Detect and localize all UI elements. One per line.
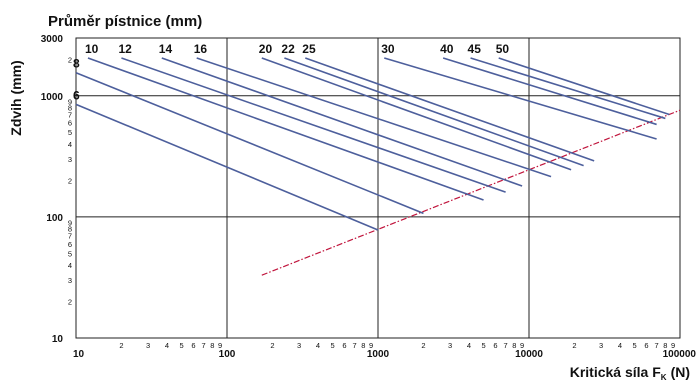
x-axis-label: Kritická síla FK (N) (570, 364, 690, 382)
x-minor-tick-label: 7 (202, 341, 206, 350)
y-minor-tick-label: 5 (68, 249, 72, 258)
series-label-45: 45 (468, 42, 482, 56)
series-label-10: 10 (85, 42, 99, 56)
x-minor-tick-label: 2 (421, 341, 425, 350)
series-label-6: 6 (73, 88, 80, 102)
x-axis-label-subscript: K (661, 373, 667, 382)
y-minor-tick-label: 2 (68, 55, 72, 64)
x-minor-tick-label: 7 (353, 341, 357, 350)
x-minor-tick-label: 8 (361, 341, 365, 350)
x-minor-tick-label: 2 (270, 341, 274, 350)
series-label-12: 12 (118, 42, 132, 56)
series-line-30 (384, 57, 657, 140)
series-line-6 (75, 103, 379, 231)
x-minor-tick-label: 5 (330, 341, 334, 350)
grid (76, 38, 680, 338)
y-minor-tick-label: 6 (68, 119, 72, 128)
x-minor-tick-label: 5 (179, 341, 183, 350)
y-minor-tick-label: 3 (68, 155, 72, 164)
series-label-50: 50 (496, 42, 510, 56)
y-minor-tick-label: 6 (68, 240, 72, 249)
y-minor-tick-label: 8 (68, 225, 72, 234)
series-line-22 (284, 57, 584, 167)
x-minor-tick-label: 5 (632, 341, 636, 350)
y-minor-tick-label: 8 (68, 104, 72, 113)
series-label-14: 14 (159, 42, 173, 56)
y-axis-label: Zdvih (mm) (8, 60, 24, 135)
x-minor-tick-label: 7 (504, 341, 508, 350)
critical-limit-line (261, 109, 681, 276)
y-minor-tick-label: 7 (68, 232, 72, 241)
x-minor-tick-label: 7 (655, 341, 659, 350)
x-minor-tick-label: 4 (316, 341, 320, 350)
series-line-8 (75, 71, 424, 215)
y-minor-tick-label: 9 (68, 218, 72, 227)
series-label-8: 8 (73, 57, 80, 71)
y-tick-label: 100 (46, 213, 63, 224)
y-tick-label: 3000 (41, 34, 64, 45)
x-minor-tick-label: 3 (599, 341, 603, 350)
x-minor-tick-label: 8 (663, 341, 667, 350)
y-minor-tick-label: 3 (68, 276, 72, 285)
x-minor-tick-label: 6 (342, 341, 346, 350)
x-minor-tick-label: 9 (218, 341, 222, 350)
x-minor-tick-label: 6 (191, 341, 195, 350)
y-tick-label: 10 (52, 334, 64, 345)
series-line-16 (196, 57, 552, 178)
y-minor-tick-label: 2 (68, 176, 72, 185)
y-tick-label: 1000 (41, 92, 64, 103)
x-minor-tick-label: 5 (481, 341, 485, 350)
series-line-12 (121, 57, 506, 193)
x-minor-tick-label: 4 (165, 341, 169, 350)
y-minor-tick-label: 4 (68, 140, 72, 149)
x-tick-label: 10000 (515, 349, 543, 360)
x-minor-tick-label: 8 (210, 341, 214, 350)
series-line-25 (305, 57, 595, 162)
series-line-20 (261, 57, 572, 171)
x-tick-label: 100000 (663, 349, 697, 360)
series-labels: 6 8 10 12 14 16 20 22 25 30 40 45 50 (73, 42, 509, 102)
series-line-14 (161, 57, 523, 187)
series-lines (75, 57, 681, 276)
chart-title: Průměr pístnice (mm) (48, 13, 202, 30)
series-label-40: 40 (440, 42, 454, 56)
x-minor-tick-label: 3 (297, 341, 301, 350)
x-tick-label: 1000 (367, 349, 390, 360)
y-minor-tick-label: 7 (68, 111, 72, 120)
x-minor-tick-label: 4 (467, 341, 471, 350)
series-line-45 (470, 57, 666, 120)
y-minor-tick-label: 9 (68, 97, 72, 106)
x-minor-tick-label: 3 (448, 341, 452, 350)
x-axis-label-main: Kritická síla F (570, 364, 661, 380)
series-line-10 (87, 57, 484, 201)
x-minor-tick-label: 4 (618, 341, 622, 350)
x-minor-tick-label: 2 (119, 341, 123, 350)
x-minor-tick-label: 3 (146, 341, 150, 350)
series-label-25: 25 (302, 42, 316, 56)
x-minor-tick-label: 2 (572, 341, 576, 350)
series-label-22: 22 (281, 42, 295, 56)
x-minor-tick-label: 9 (520, 341, 524, 350)
x-minor-tick-label: 9 (671, 341, 675, 350)
x-tick-label: 100 (219, 349, 236, 360)
y-minor-tick-label: 2 (68, 298, 72, 307)
y-minor-tick-label: 4 (68, 261, 72, 270)
series-line-40 (442, 57, 657, 126)
x-tick-label: 10 (73, 349, 85, 360)
series-line-50 (498, 57, 670, 116)
series-label-30: 30 (381, 42, 395, 56)
x-minor-tick-label: 6 (493, 341, 497, 350)
series-label-16: 16 (194, 42, 208, 56)
x-axis-label-unit: (N) (671, 364, 690, 380)
x-minor-tick-label: 8 (512, 341, 516, 350)
x-minor-tick-label: 6 (644, 341, 648, 350)
x-minor-tick-label: 9 (369, 341, 373, 350)
y-minor-tick-label: 5 (68, 128, 72, 137)
series-label-20: 20 (259, 42, 273, 56)
